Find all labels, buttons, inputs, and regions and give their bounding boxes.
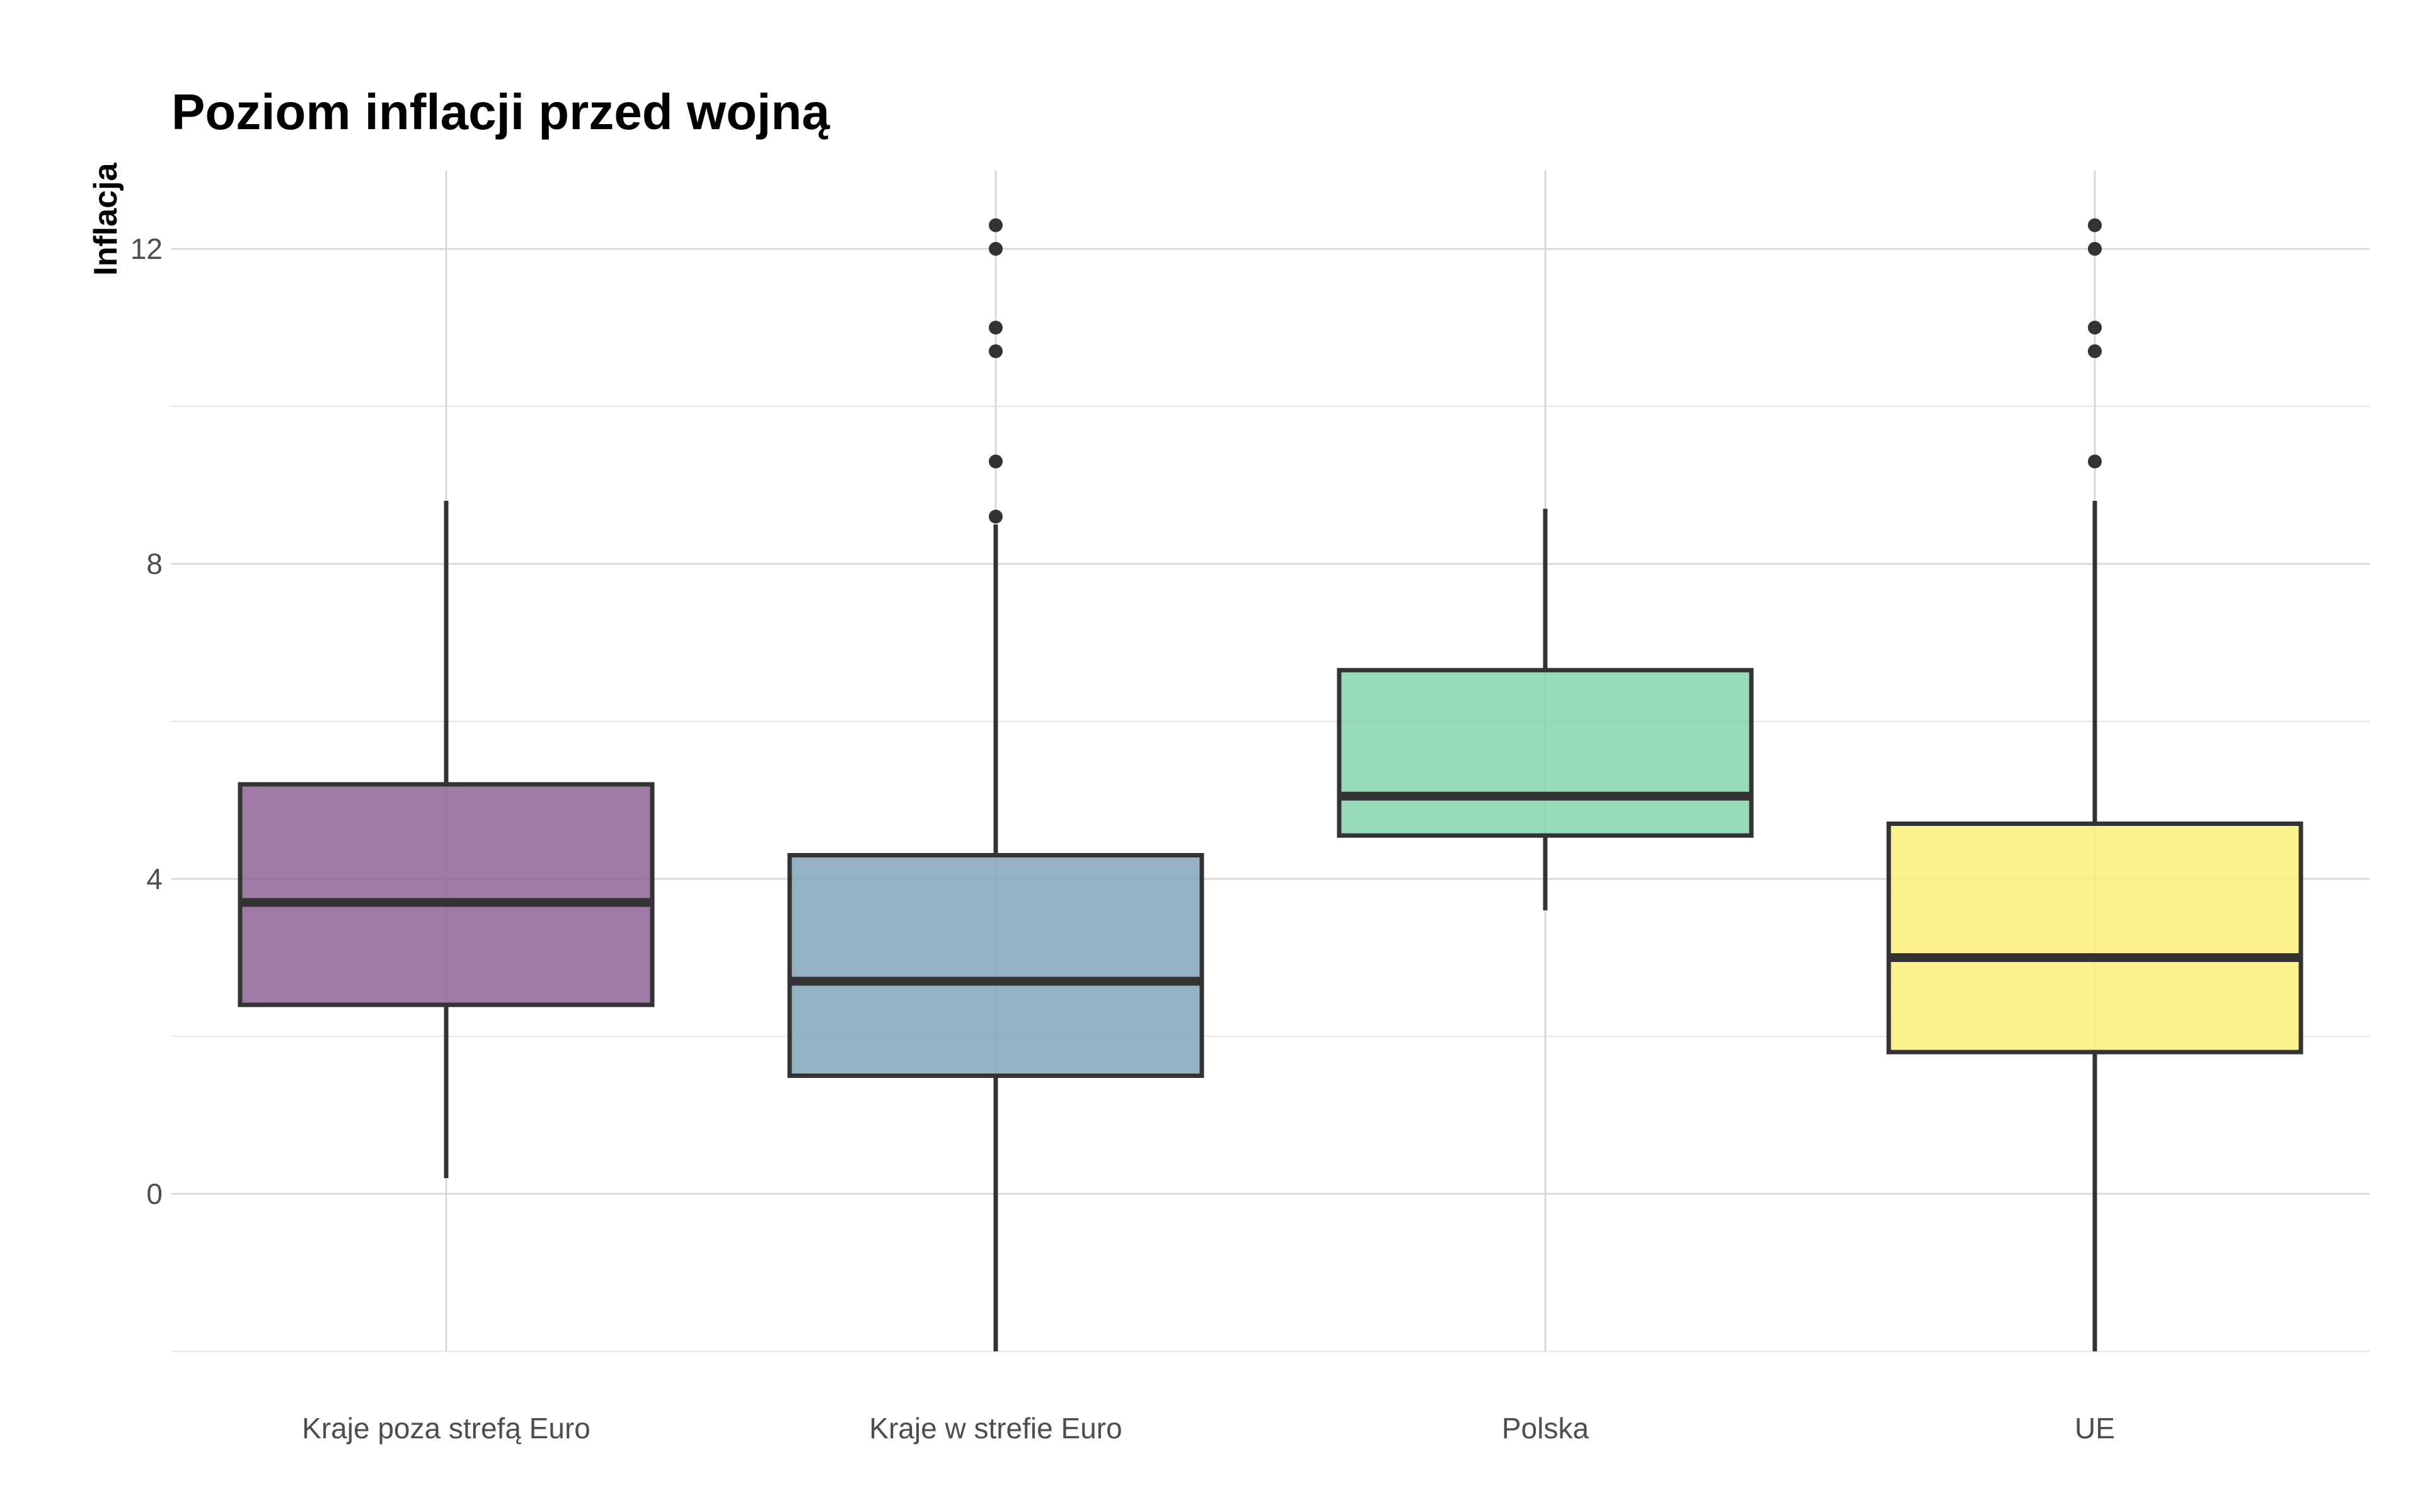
outlier-point [989, 344, 1003, 358]
axis-ticks: 0 4 8 12 Kraje poza strefą Euro Kraje w stref… [130, 232, 2115, 1445]
x-tick-label: Polska [1502, 1412, 1589, 1445]
y-tick-label: 0 [146, 1177, 163, 1210]
outlier-point [2088, 321, 2102, 335]
x-tick-label: UE [2075, 1412, 2115, 1445]
outlier-point [2088, 344, 2102, 358]
outlier-point [989, 218, 1003, 232]
box-iqr [1886, 822, 2303, 1055]
y-tick-label: 12 [130, 232, 163, 265]
outlier-point [989, 242, 1003, 256]
y-tick-label: 4 [146, 862, 163, 895]
outlier-point [989, 454, 1003, 469]
outlier-point [2088, 218, 2102, 232]
box-group [238, 501, 655, 1178]
outlier-point [2088, 242, 2102, 256]
box-group [1337, 508, 1754, 910]
x-tick-label: Kraje poza strefą Euro [302, 1412, 591, 1445]
chart-title: Poziom inflacji przed wojną [171, 84, 830, 140]
outlier-point [989, 321, 1003, 335]
box-iqr [238, 782, 655, 1007]
box-iqr [787, 853, 1204, 1078]
outlier-point [989, 510, 1003, 524]
outlier-point [2088, 454, 2102, 469]
x-tick-label: Kraje w strefie Euro [869, 1412, 1122, 1445]
y-axis-label: Inflacja [88, 162, 124, 275]
box-group [787, 218, 1204, 1351]
box-group [1886, 218, 2303, 1351]
y-tick-label: 8 [146, 547, 163, 580]
grid [171, 170, 2370, 1352]
box-iqr [1337, 668, 1754, 838]
boxes [238, 218, 2303, 1351]
